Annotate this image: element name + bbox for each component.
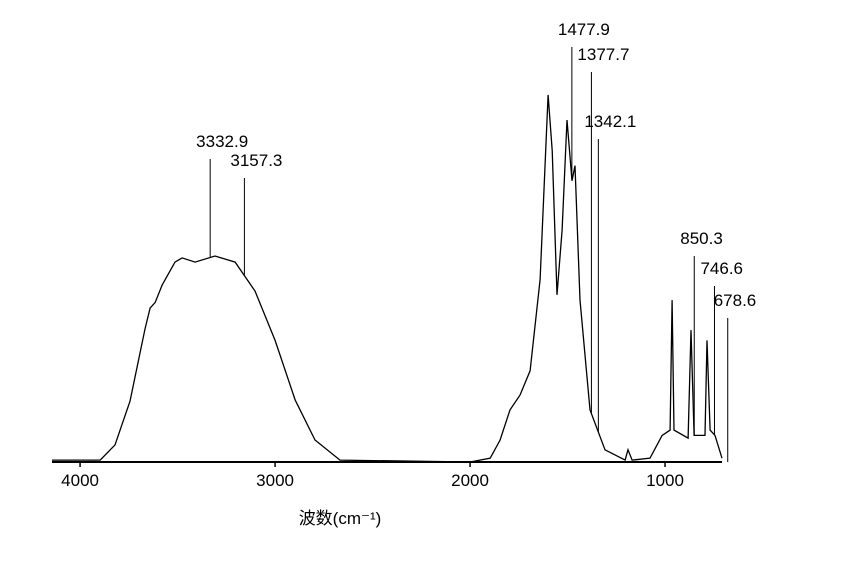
spectrum-line	[52, 94, 723, 463]
peak-label: 746.6	[700, 259, 743, 278]
peak-label: 678.6	[714, 291, 757, 310]
peak-label: 850.3	[680, 229, 723, 248]
peak-label: 3332.9	[196, 132, 248, 151]
peak-label: 1477.9	[558, 20, 610, 39]
x-tick-label: 2000	[451, 471, 489, 490]
x-tick-label: 3000	[256, 471, 294, 490]
peak-label: 1342.1	[584, 112, 636, 131]
x-axis-label: 波数(cm⁻¹)	[299, 509, 382, 528]
x-tick-label: 4000	[61, 471, 99, 490]
peak-label: 3157.3	[230, 151, 282, 170]
peak-label: 1377.7	[577, 45, 629, 64]
x-tick-label: 1000	[646, 471, 684, 490]
